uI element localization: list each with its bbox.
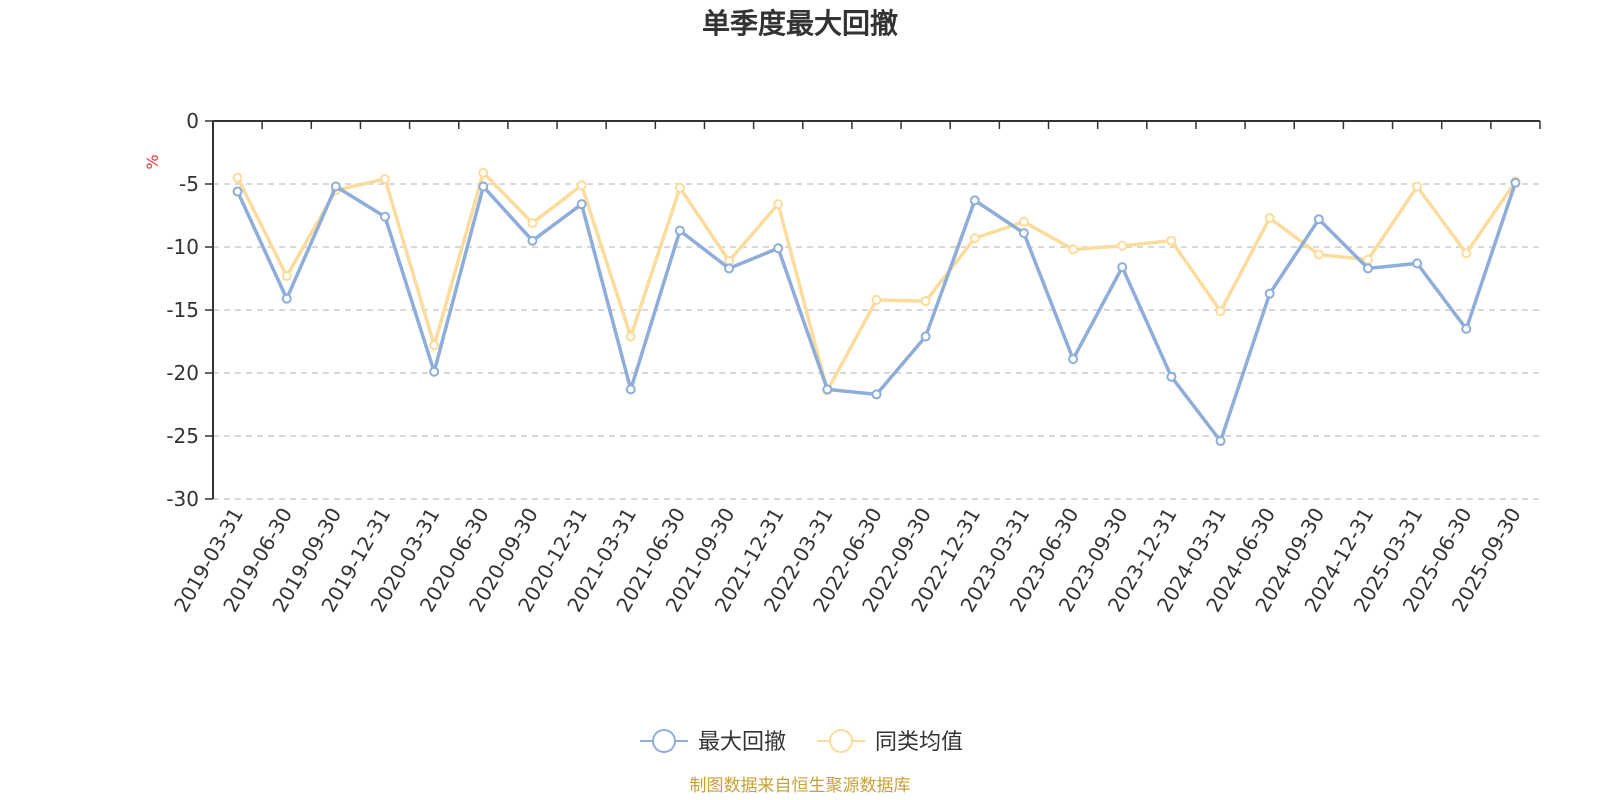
data-point[interactable] — [1018, 216, 1029, 227]
data-point[interactable] — [625, 331, 636, 342]
y-tick-label: -30 — [166, 487, 199, 511]
data-point[interactable] — [1018, 228, 1029, 239]
axes — [205, 120, 1541, 500]
data-point[interactable] — [576, 199, 587, 210]
data-point[interactable] — [625, 384, 636, 395]
data-point[interactable] — [674, 182, 685, 193]
data-point[interactable] — [1313, 214, 1324, 225]
data-point[interactable] — [1264, 288, 1275, 299]
data-point[interactable] — [380, 211, 391, 222]
data-point[interactable] — [429, 366, 440, 377]
series-layer — [232, 167, 1521, 447]
data-point[interactable] — [1264, 213, 1275, 224]
data-point[interactable] — [773, 243, 784, 254]
data-point[interactable] — [1313, 249, 1324, 260]
y-tick-label: 0 — [186, 109, 199, 133]
legend-item[interactable]: 同类均值 — [817, 729, 963, 755]
data-point[interactable] — [478, 181, 489, 192]
data-point[interactable] — [281, 293, 292, 304]
data-point[interactable] — [380, 173, 391, 184]
data-point[interactable] — [969, 195, 980, 206]
data-point[interactable] — [429, 340, 440, 351]
data-point[interactable] — [724, 263, 735, 274]
data-point[interactable] — [1215, 436, 1226, 447]
y-tick-label: -20 — [166, 361, 199, 385]
data-point[interactable] — [330, 181, 341, 192]
data-point[interactable] — [871, 294, 882, 305]
data-point[interactable] — [1362, 263, 1373, 274]
chart-title: 单季度最大回撤 — [702, 7, 898, 40]
data-point[interactable] — [1215, 306, 1226, 317]
data-point[interactable] — [674, 225, 685, 236]
legend-marker — [829, 729, 853, 753]
y-tick-label: -10 — [166, 235, 199, 259]
legend-label: 同类均值 — [875, 730, 963, 755]
data-point[interactable] — [1510, 177, 1521, 188]
data-point[interactable] — [232, 172, 243, 183]
y-tick-label: -25 — [166, 424, 199, 448]
y-axis-tick-labels: 0 -5 -10 -15 -20 -25 -30 — [166, 109, 199, 511]
series-0 — [232, 177, 1521, 447]
data-point[interactable] — [1068, 354, 1079, 365]
data-point[interactable] — [232, 186, 243, 197]
legend-marker — [652, 729, 676, 753]
data-point[interactable] — [871, 389, 882, 400]
legend-item[interactable]: 最大回撤 — [640, 729, 786, 755]
y-tick-label: -5 — [179, 172, 199, 196]
data-point[interactable] — [1362, 254, 1373, 265]
grid-lines — [213, 183, 1540, 500]
data-point[interactable] — [478, 167, 489, 178]
data-point[interactable] — [773, 199, 784, 210]
legend-label: 最大回撤 — [698, 730, 786, 755]
data-point[interactable] — [1412, 258, 1423, 269]
data-point[interactable] — [1117, 262, 1128, 273]
data-point[interactable] — [281, 270, 292, 281]
data-point[interactable] — [576, 180, 587, 191]
data-point[interactable] — [1461, 323, 1472, 334]
data-point[interactable] — [527, 218, 538, 229]
x-axis-tick-labels: 2019-03-312019-06-302019-09-302019-12-31… — [169, 504, 1526, 617]
data-point[interactable] — [920, 331, 931, 342]
data-point[interactable] — [920, 296, 931, 307]
data-point[interactable] — [1166, 371, 1177, 382]
series-line — [235, 182, 1518, 443]
y-axis-unit: % — [143, 154, 162, 169]
data-point[interactable] — [822, 384, 833, 395]
data-point[interactable] — [1461, 248, 1472, 259]
data-point[interactable] — [1166, 235, 1177, 246]
series-1 — [232, 167, 1521, 396]
data-point[interactable] — [969, 233, 980, 244]
data-point[interactable] — [527, 235, 538, 246]
y-tick-label: -15 — [166, 298, 199, 322]
data-point[interactable] — [1412, 181, 1423, 192]
data-point[interactable] — [1117, 240, 1128, 251]
source-note: 制图数据来自恒生聚源数据库 — [690, 776, 911, 796]
data-point[interactable] — [1068, 244, 1079, 255]
legend[interactable]: 最大回撤 同类均值 — [640, 729, 963, 755]
